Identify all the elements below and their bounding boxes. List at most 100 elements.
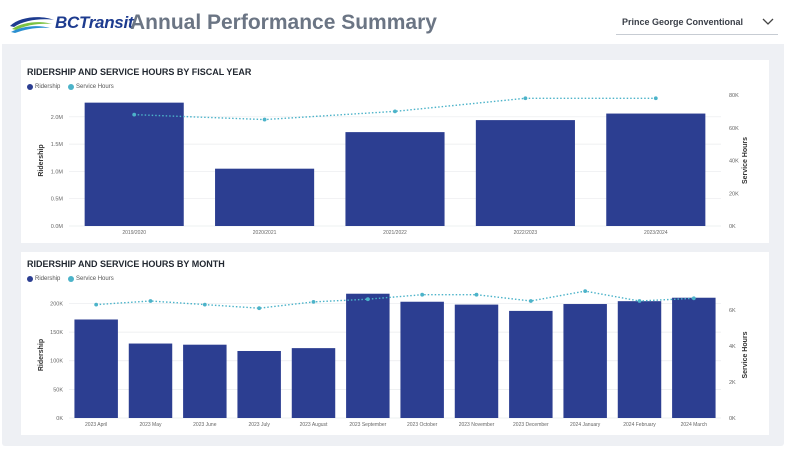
chart-legend: Ridership Service Hours [27,84,120,94]
legend-item-service-hours[interactable]: Service Hours [68,84,114,91]
service-hours-point [691,296,696,301]
y-tick-label: 0K [56,416,63,422]
x-tick-label: 2023 November [459,422,495,428]
x-tick-label: 2020/2021 [253,230,277,236]
service-hours-point [583,289,588,293]
x-tick-label: 2023 July [248,422,270,428]
legend-item-ridership[interactable]: Ridership [27,276,60,283]
bar-2020-2021 [215,168,315,226]
legend-item-ridership[interactable]: Ridership [27,84,60,91]
x-tick-label: 2021/2022 [383,230,407,236]
service-hours-point [523,96,528,101]
x-tick-label: 2023 October [407,422,438,428]
service-hours-point [257,306,262,311]
bctransit-logo-icon: BCTransit [8,12,134,36]
service-hours-point [94,302,99,307]
y-tick-label: 200K [50,301,63,307]
bar-2019-2020 [84,102,184,226]
chevron-down-icon[interactable] [762,17,774,27]
system-select-dropdown[interactable]: Prince George Conventional [616,12,778,35]
y2-tick-label: 0K [729,416,736,422]
x-tick-label: 2023/2024 [644,230,668,236]
y2-tick-label: 4K [729,344,736,350]
service-hours-point [311,300,316,304]
service-hours-point [262,117,267,122]
x-tick-label: 2023 June [193,422,217,428]
y-axis-title: Ridership [38,339,45,371]
legend-label: Service Hours [76,84,114,90]
bar-2024-january [563,304,607,418]
x-tick-label: 2024 January [570,422,601,428]
bar-2022-2023 [475,120,575,226]
service-hours-point [637,299,642,303]
service-hours-point [653,96,658,101]
x-tick-label: 2022/2023 [514,230,538,236]
system-select-value: Prince George Conventional [622,17,744,27]
bar-2024-march [672,297,716,418]
bar-2023-august [291,348,336,418]
bar-2023-may [128,343,173,418]
bar-2023-november [454,304,499,418]
logo-swoosh-icon [10,17,54,33]
y-tick-label: 100K [50,359,63,365]
y2-axis-title: Service Hours [742,137,749,184]
fiscal-year-chart: 0.0M 0.5M 1.0M 1.5M 2.0M 0K 20K 40K 60K 80K Riders… [38,93,749,236]
y-axis-title: Ridership [38,144,45,176]
bar-2024-february [617,301,662,418]
y-tick-label: 50K [53,387,63,393]
service-hours-point [132,112,137,117]
y-tick-label: 2.0M [51,115,64,121]
y2-tick-label: 80K [729,93,739,99]
bar-2023-october [400,301,444,418]
monthly-chart: 0K 50K 100K 150K 200K 0K 2K 4K 6K Ridership Servic… [38,289,749,428]
service-hours-point [420,292,425,297]
service-hours-point [474,292,479,297]
service-hours-line [134,97,656,121]
bar-2023-december [509,310,553,418]
legend-dot-icon [68,276,75,282]
chart-title: RIDERSHIP AND SERVICE HOURS BY FISCAL YE… [27,67,252,77]
x-tick-label: 2023 August [300,422,328,428]
x-tick-label: 2023 December [513,422,549,428]
bar-2023-april [74,319,118,418]
service-hours-point [148,299,153,303]
x-tick-label: 2023 May [140,422,162,428]
y-tick-label: 0.0M [51,224,64,230]
bar-2023-september [346,293,390,418]
legend-dot-icon [68,84,75,90]
x-tick-label: 2023 April [85,422,107,428]
logo-text: BCTransit [55,13,134,32]
y-tick-label: 1.0M [51,169,64,175]
y2-tick-label: 6K [729,308,736,314]
y2-tick-label: 2K [729,380,736,386]
y2-tick-label: 60K [729,126,739,132]
header-bar: BCTransit Annual Performance Summary Pri… [2,2,784,44]
bar-2023-july [237,350,281,418]
dashboard-frame: BCTransit Annual Performance Summary Pri… [2,2,784,446]
y-tick-label: 1.5M [51,142,64,148]
y-tick-label: 0.5M [51,197,64,203]
chart-legend: Ridership Service Hours [27,276,120,286]
y2-axis-title: Service Hours [742,331,749,378]
x-tick-label: 2024 March [681,422,708,428]
service-hours-point [528,299,533,303]
fiscal-year-chart-card: RIDERSHIP AND SERVICE HOURS BY FISCAL YE… [21,60,769,243]
y2-tick-label: 40K [729,159,739,165]
bar-2021-2022 [345,132,445,226]
legend-label: Ridership [35,84,61,90]
service-hours-point [365,297,370,302]
service-hours-point [202,302,207,307]
monthly-chart-card: RIDERSHIP AND SERVICE HOURS BY MONTH Rid… [21,252,769,435]
x-tick-label: 2019/2020 [122,230,146,236]
bar-2023-june [183,344,227,418]
y2-tick-label: 0K [729,224,736,230]
y2-tick-label: 20K [729,191,739,197]
x-tick-label: 2024 February [623,422,656,428]
legend-label: Service Hours [76,276,114,282]
legend-label: Ridership [35,276,61,282]
page-title: Annual Performance Summary [130,11,437,34]
legend-item-service-hours[interactable]: Service Hours [68,276,114,283]
legend-dot-icon [27,84,33,90]
bar-2023-2024 [606,113,706,226]
legend-dot-icon [27,276,33,282]
